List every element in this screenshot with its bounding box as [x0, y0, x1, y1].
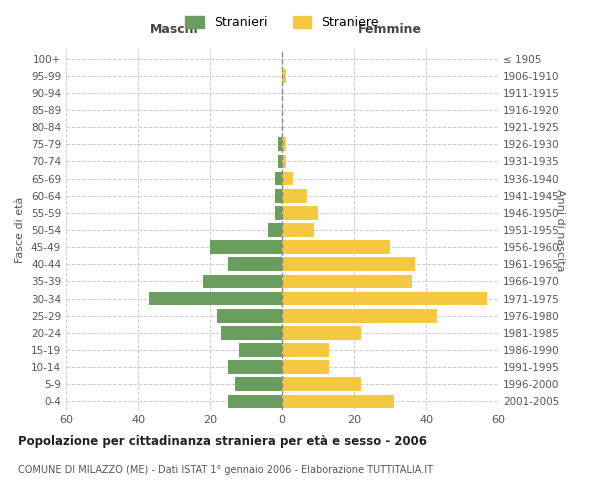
Bar [203, 274, 282, 288]
Bar [228, 258, 282, 271]
Bar [278, 138, 282, 151]
Bar [282, 258, 415, 271]
Bar [149, 292, 282, 306]
Bar [268, 223, 282, 237]
Bar [282, 223, 314, 237]
Bar [278, 154, 282, 168]
Bar [282, 172, 293, 185]
Text: COMUNE DI MILAZZO (ME) - Dati ISTAT 1° gennaio 2006 - Elaborazione TUTTITALIA.IT: COMUNE DI MILAZZO (ME) - Dati ISTAT 1° g… [18, 465, 433, 475]
Bar [275, 172, 282, 185]
Bar [217, 309, 282, 322]
Bar [282, 274, 412, 288]
Bar [282, 154, 286, 168]
Bar [228, 394, 282, 408]
Y-axis label: Fasce di età: Fasce di età [16, 197, 25, 263]
Bar [228, 360, 282, 374]
Bar [282, 326, 361, 340]
Text: Femmine: Femmine [358, 24, 422, 36]
Text: Popolazione per cittadinanza straniera per età e sesso - 2006: Popolazione per cittadinanza straniera p… [18, 435, 427, 448]
Bar [282, 69, 286, 82]
Bar [235, 378, 282, 391]
Bar [239, 343, 282, 357]
Text: Maschi: Maschi [149, 24, 199, 36]
Y-axis label: Anni di nascita: Anni di nascita [555, 188, 565, 271]
Bar [221, 326, 282, 340]
Bar [282, 189, 307, 202]
Bar [282, 138, 286, 151]
Legend: Stranieri, Straniere: Stranieri, Straniere [180, 11, 384, 34]
Bar [282, 206, 318, 220]
Bar [275, 189, 282, 202]
Bar [282, 394, 394, 408]
Bar [282, 360, 329, 374]
Bar [282, 240, 390, 254]
Bar [282, 292, 487, 306]
Bar [275, 206, 282, 220]
Bar [282, 378, 361, 391]
Bar [210, 240, 282, 254]
Bar [282, 309, 437, 322]
Bar [282, 343, 329, 357]
